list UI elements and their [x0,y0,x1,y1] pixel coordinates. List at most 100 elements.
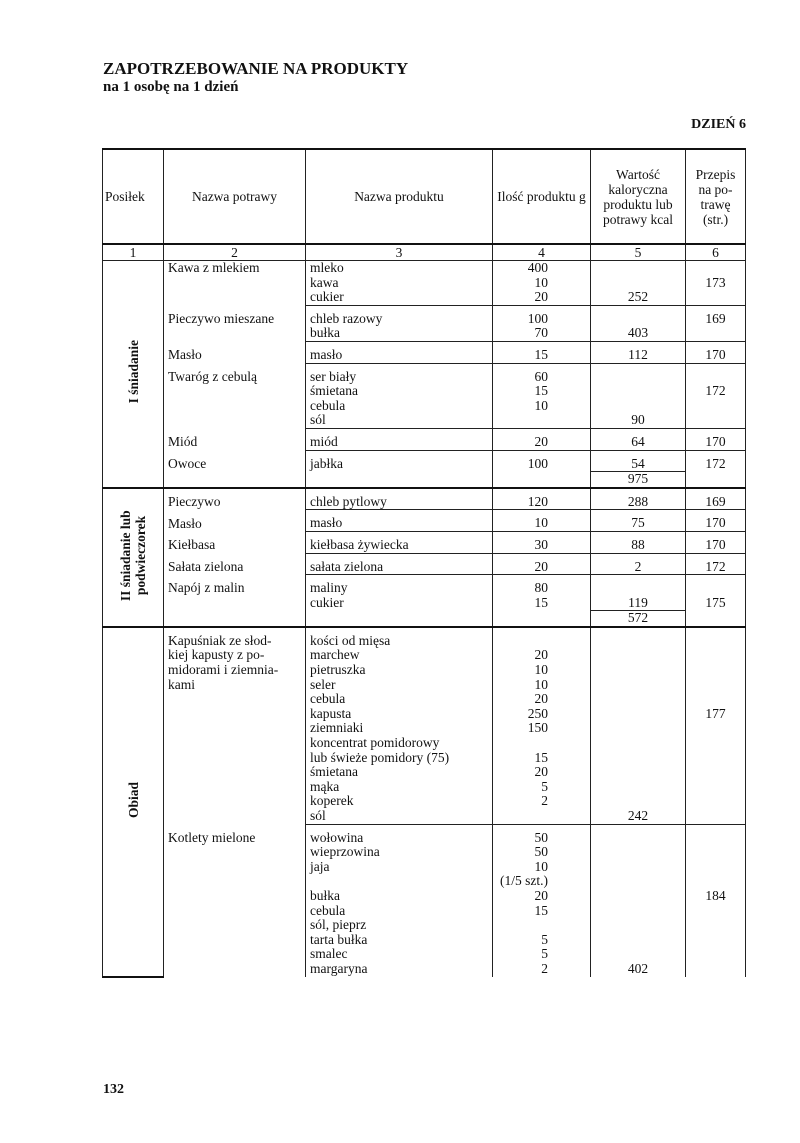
recipe-page [685,290,746,306]
header-meal: Posiłek [102,148,164,244]
dish-name: Twaróg z cebulą [163,363,306,385]
recipe-page: 169 [685,487,746,511]
meal-section-label: Obiad [102,626,164,978]
table-row: bułka 20 184 [103,888,746,904]
recipe-page [685,363,746,385]
kcal-value [590,363,686,385]
product-name: sałata zielona [305,553,493,576]
recipe-page: 184 [685,888,746,904]
product-name: śmietana [305,384,493,399]
dish-name [163,874,306,889]
quantity: 20 [492,553,591,576]
kcal-value [590,574,686,596]
quantity: 10 [492,859,591,875]
dish-name [163,471,306,489]
dish-name [163,765,306,780]
product-name: ziemniaki [305,721,493,737]
recipe-page: 169 [685,305,746,327]
quantity [492,413,591,429]
table-row: cebula 15 [103,903,746,919]
quantity: 2 [492,794,591,809]
kcal-value [590,845,686,860]
recipe-page [685,326,746,342]
dish-name [163,918,306,933]
kcal-value [590,721,686,737]
recipe-page [685,398,746,414]
quantity: 20 [492,289,591,306]
quantity: 70 [492,326,591,342]
quantity: 15 [492,903,591,919]
kcal-value [590,903,686,919]
table-row: śmietana 20 [103,765,746,780]
recipe-page [685,845,746,860]
meal-table: Posiłek Nazwa potrawy Nazwa produktu Ilo… [102,148,746,978]
meal-section-label: II śniadanie lub podwieczorek [102,487,164,628]
dish-name [163,947,306,962]
quantity: 50 [492,845,591,860]
table-row: tarta bułka 5 [103,932,746,948]
product-name: cukier [305,595,493,611]
table-row: cebula 10 [103,398,746,414]
table-row: Kotlety mielone wołowina 50 [103,824,746,846]
recipe-page [685,961,746,977]
kcal-value: 242 [590,808,686,825]
product-name [305,471,493,489]
kcal-value: 64 [590,428,686,451]
recipe-page: 170 [685,531,746,554]
header-quantity: Ilość produktu g [492,148,591,244]
product-name: jaja [305,859,493,875]
table-row: II śniadanie lub podwieczorek Pieczywo chl… [102,487,746,628]
product-name: kiełbasa żywiecka [305,531,493,554]
total-row: 572 [103,610,746,628]
meal-section-label: I śniadanie [102,260,164,489]
meal-section-text: Obiad [125,781,141,818]
dish-name [163,750,306,766]
dish-name [163,794,306,809]
quantity: 15 [492,384,591,399]
product-name: bułka [305,888,493,904]
product-name: wołowina [305,824,493,846]
product-name [305,874,493,889]
recipe-page: 173 [685,275,746,291]
dish-name: Pieczywo mieszane [163,305,306,327]
kcal-value [590,275,686,291]
product-name: marchew [305,648,493,664]
quantity: 30 [492,531,591,554]
dish-name [163,809,306,825]
kcal-value: 90 [590,412,686,429]
quantity: 10 [492,275,591,291]
kcal-value [590,859,686,875]
dish-name: Napój z malin [163,574,306,596]
product-name: śmietana [305,765,493,780]
kcal-value [590,706,686,722]
recipe-page [685,874,746,889]
kcal-value: 112 [590,341,686,364]
dish-name: kiej kapusty z po- [163,648,306,664]
table-row: Pieczywo mieszane chleb razowy 100 169 [103,305,746,327]
product-name: margaryna [305,961,493,977]
kcal-value [590,305,686,327]
product-name: pietruszka [305,662,493,678]
dish-name: Owoce [163,450,306,472]
kcal-value [590,750,686,766]
dish-name: Masło [163,341,306,364]
kcal-value [590,648,686,664]
page-subtitle: na 1 osobę na 1 dzień [103,79,239,95]
table-row: koperek 2 [103,794,746,809]
quantity: 100 [492,450,591,472]
table-row: mąka 5 [103,779,746,795]
recipe-page: 170 [685,341,746,364]
kcal-value [590,824,686,846]
product-name: miód [305,428,493,451]
quantity: 10 [492,677,591,693]
recipe-page: 175 [685,595,746,611]
page-title: ZAPOTRZEBOWANIE NA PRODUKTY [103,59,409,78]
quantity: 400 [492,260,591,276]
recipe-page: 177 [685,706,746,722]
kcal-value [590,677,686,693]
quantity: 60 [492,363,591,385]
recipe-page [685,824,746,846]
dish-name [163,721,306,737]
kcal-value [590,765,686,780]
table-row: Masło masło 15 112 170 [103,341,746,364]
